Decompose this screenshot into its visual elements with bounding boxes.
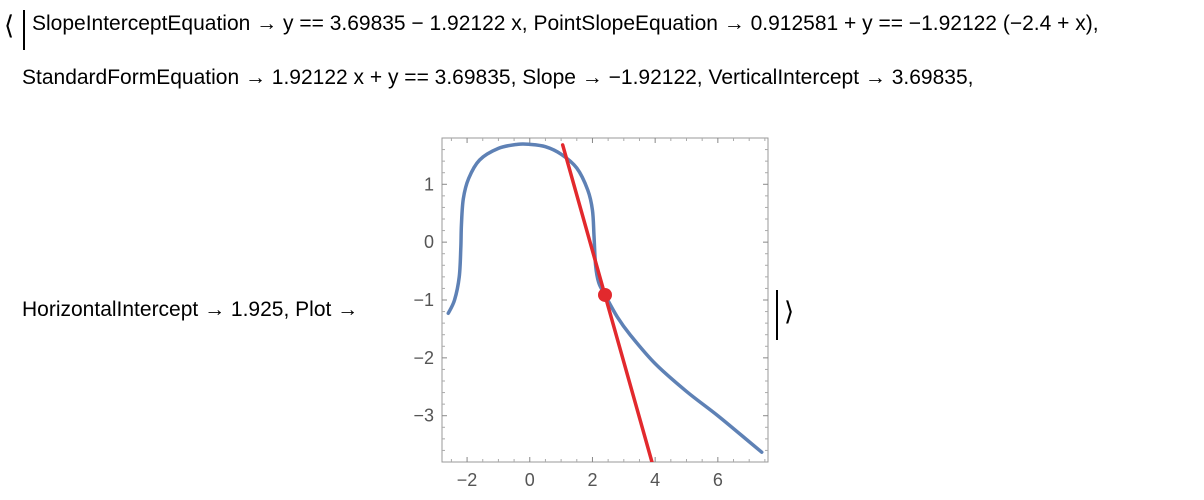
association-text-line-1: SlopeInterceptEquation → y == 3.69835 − … (32, 12, 1099, 35)
x-tick-label: 2 (587, 470, 597, 490)
x-tick-label: 6 (713, 470, 723, 490)
plot-svg[interactable]: −2 0 2 4 6 1 0 −1 −2 −3 (400, 128, 780, 494)
association-right-bar (776, 290, 778, 340)
y-tick-label: 1 (424, 174, 434, 194)
y-tick-label: −1 (413, 290, 434, 310)
x-tick-label: 4 (650, 470, 660, 490)
association-close-bracket: ⟩ (784, 296, 795, 326)
y-tick-label: −2 (413, 348, 434, 368)
association-close: ⟩ (776, 290, 806, 340)
association-text-line-2: StandardFormEquation → 1.92122 x + y == … (22, 66, 974, 89)
x-tick-label: −2 (457, 470, 478, 490)
association-left-bar (23, 10, 25, 50)
plot-area[interactable]: −2 0 2 4 6 1 0 −1 −2 −3 (400, 128, 780, 494)
association-open-bracket: ⟨ (4, 10, 15, 40)
y-tick-label: −3 (413, 406, 434, 426)
tangent-point-marker (598, 287, 612, 302)
plot-series-group (446, 142, 764, 462)
tangent-line-series (560, 143, 654, 462)
association-text-line-3: HorizontalIntercept → 1.925, Plot → (22, 298, 359, 321)
curve-series (446, 142, 764, 454)
y-tick-label: 0 (424, 232, 434, 252)
x-tick-label: 0 (525, 470, 535, 490)
